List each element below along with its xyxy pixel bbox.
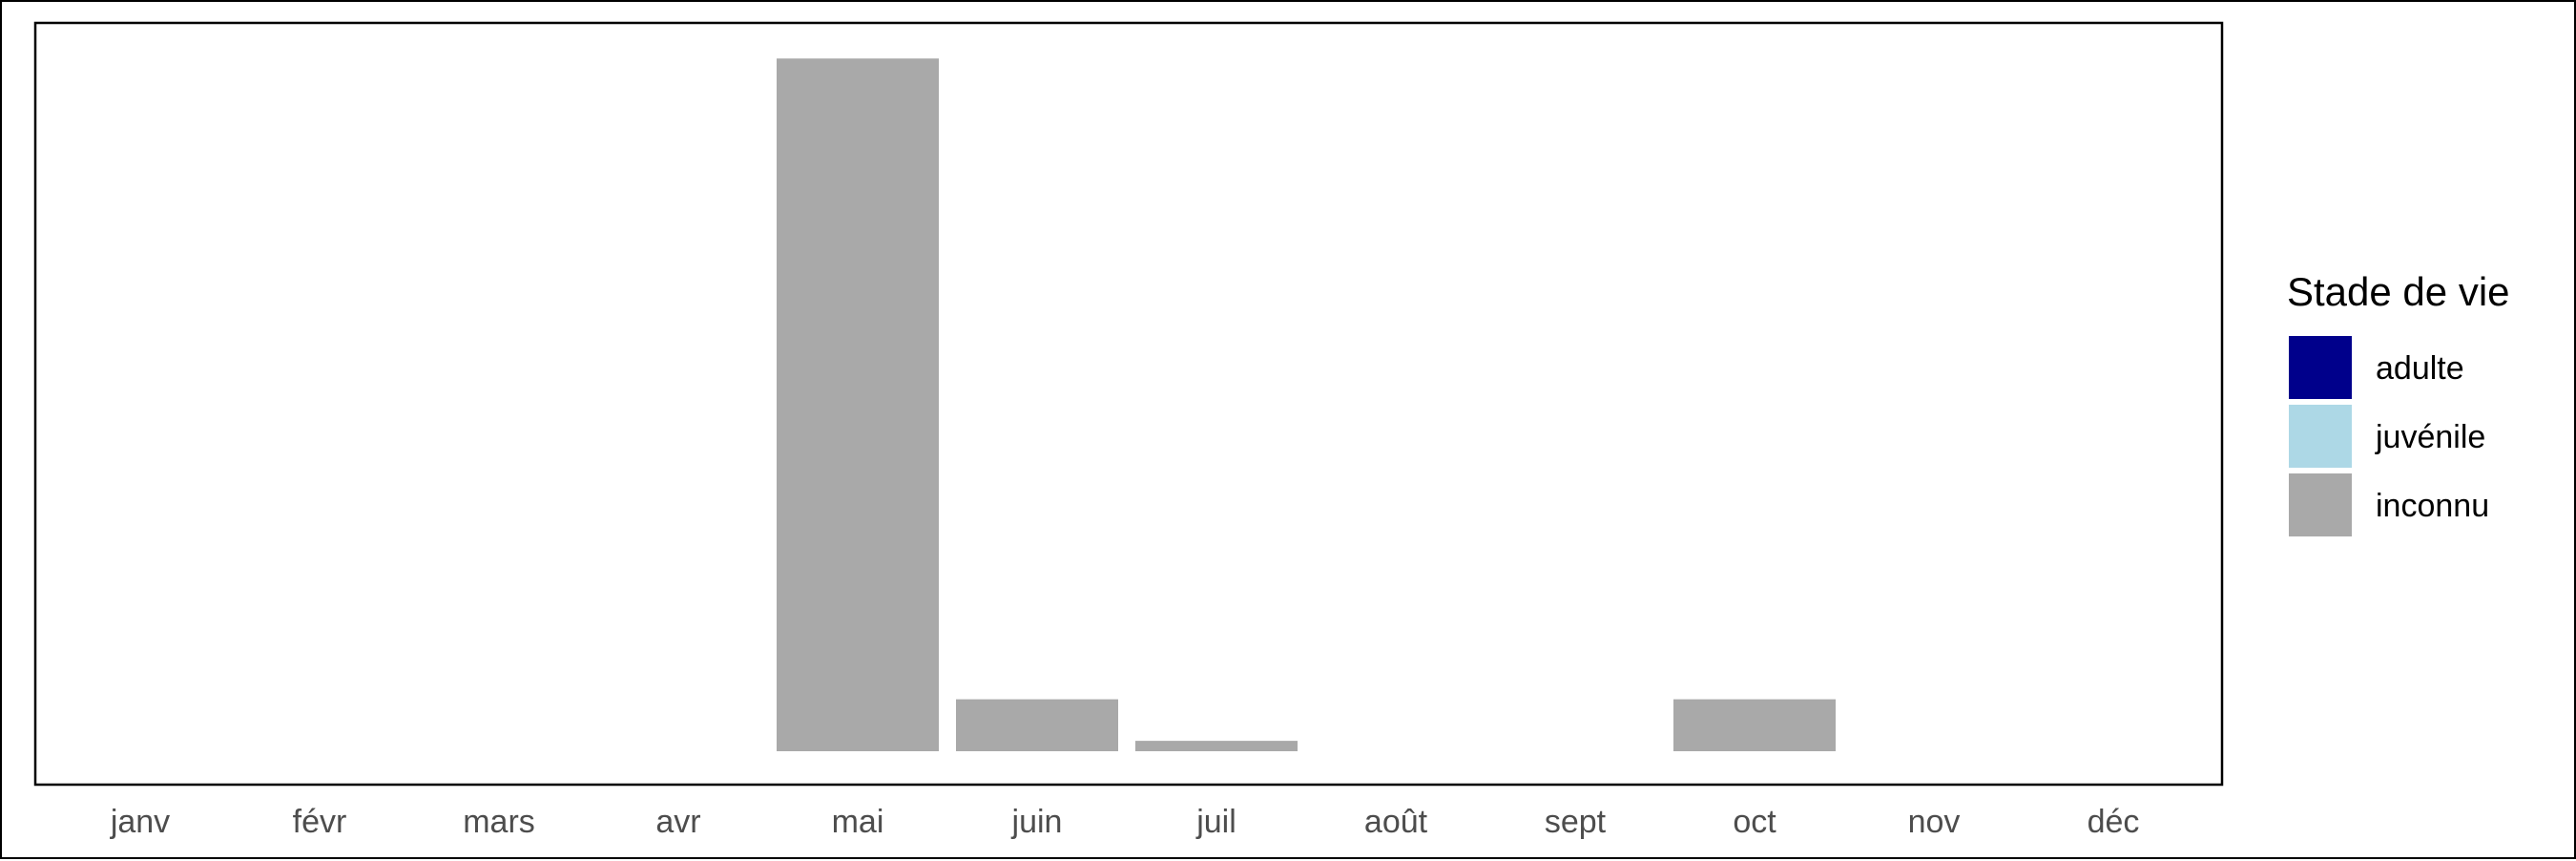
plot-panel [33,21,2224,787]
legend-key-inconnu [2289,473,2352,536]
bar-inconnu-mai [777,58,939,752]
bars-group [777,58,1836,752]
x-tick-label-déc: déc [2088,804,2140,840]
x-tick-label-mai: mai [832,804,884,840]
x-tick-label-avr: avr [655,804,700,840]
legend-title: Stade de vie [2287,269,2510,314]
x-axis-tick-labels: janv févr mars avr mai juin juil août sept oct nov… [110,804,2140,840]
x-tick-label-nov: nov [1908,804,1961,840]
x-tick-label-oct: oct [1733,804,1776,840]
legend-key-adulte [2289,336,2352,399]
x-tick-label-juin: juin [1011,804,1063,840]
bar-inconnu-juin [956,699,1118,751]
legend-label-adulte: adulte [2376,350,2464,387]
legend-label-juvénile: juvénile [2375,419,2485,455]
bar-inconnu-juil [1135,741,1298,751]
legend: Stade de vie adulte juvénile inconnu [2287,269,2510,536]
legend-label-inconnu: inconnu [2376,488,2489,524]
x-tick-label-août: août [1364,804,1428,840]
x-tick-label-sept: sept [1545,804,1607,840]
legend-key-juvénile [2289,405,2352,468]
x-tick-label-févr: févr [293,804,347,840]
bar-inconnu-oct [1673,699,1836,751]
x-tick-label-juil: juil [1195,804,1236,840]
x-tick-label-janv: janv [110,804,170,840]
x-tick-label-mars: mars [463,804,535,840]
